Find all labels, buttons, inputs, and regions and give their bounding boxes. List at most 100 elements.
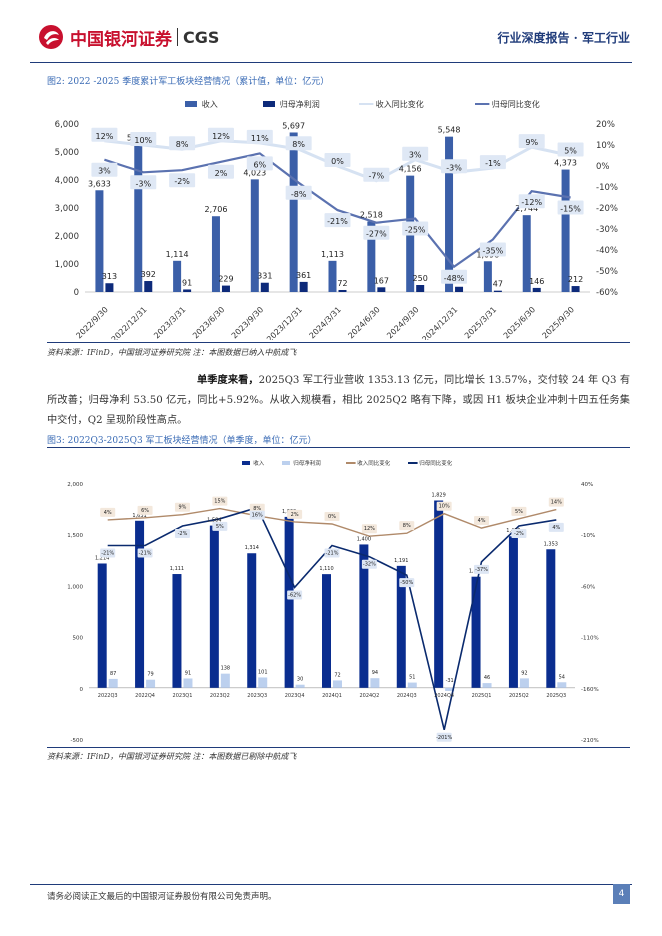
net-profit-yoy-line <box>104 152 571 269</box>
revenue-data-label: 4,156 <box>399 165 422 174</box>
x-axis-category-label: 2025Q1 <box>472 693 492 699</box>
net-profit-bar <box>407 682 417 688</box>
revenue-yoy-label: -1% <box>485 159 501 168</box>
revenue-data-label: 1,191 <box>394 558 408 564</box>
revenue-bar <box>561 169 570 292</box>
net-profit-data-label: 87 <box>110 671 116 677</box>
net-profit-bar <box>299 281 308 292</box>
y-axis-tick-label: 2,000 <box>67 482 83 488</box>
net-profit-bar <box>532 287 541 292</box>
legend-label: 归母同比变化 <box>419 459 453 467</box>
revenue-yoy-label: 8% <box>292 140 305 149</box>
x-axis-category-label: 2025Q3 <box>546 693 566 699</box>
net-profit-bar <box>108 678 118 688</box>
net-profit-data-label: 101 <box>258 669 268 675</box>
net-profit-data-label: 94 <box>372 670 378 676</box>
net-profit-yoy-label: -201% <box>436 735 452 741</box>
net-profit-bar <box>105 283 114 292</box>
net-profit-yoy-label: -2% <box>178 531 188 537</box>
figure2-title: 图2: 2022 -2025 季度累计军工板块经营情况（累计值，单位：亿元） <box>47 77 330 87</box>
net-profit-yoy-label: -2% <box>174 177 190 186</box>
brand-name-cn: 中国银河证券 <box>70 29 172 50</box>
revenue-data-label: 1,829 <box>431 493 445 499</box>
net-profit-data-label: 72 <box>334 672 340 678</box>
brand-logo: 中国银河证券 CGS <box>38 24 219 50</box>
legend-swatch <box>282 461 290 465</box>
net-profit-yoy-label-box <box>207 164 234 179</box>
net-profit-data-label: 392 <box>141 270 156 279</box>
x-axis-category-label: 2023/12/31 <box>265 305 304 340</box>
revenue-yoy-label-box <box>511 506 527 516</box>
revenue-bar <box>134 144 143 292</box>
net-profit-yoy-label: -15% <box>560 205 581 214</box>
revenue-bar <box>546 549 556 688</box>
x-axis-category-label: 2022/12/31 <box>110 305 149 340</box>
net-profit-yoy-label: -8% <box>291 190 307 199</box>
revenue-yoy-label-box <box>246 129 273 144</box>
y-axis-tick-label: 6,000 <box>55 120 79 130</box>
revenue-data-label: 4,373 <box>554 159 577 168</box>
net-profit-bar <box>258 677 268 688</box>
net-profit-yoy-label-box <box>246 156 273 171</box>
net-profit-yoy-label: -35% <box>483 247 504 256</box>
net-profit-yoy-label: -37% <box>475 567 488 573</box>
revenue-yoy-label: 9% <box>525 138 538 147</box>
net-profit-data-label: 54 <box>559 674 565 680</box>
net-profit-yoy-label-box <box>130 175 157 190</box>
y-axis-tick-label: 5,000 <box>55 148 79 158</box>
footer-divider <box>30 884 632 885</box>
revenue-data-label: 4,023 <box>243 168 266 177</box>
revenue-data-label: 3,633 <box>88 179 111 188</box>
net-profit-data-label: 250 <box>413 274 428 283</box>
net-profit-bar <box>221 285 230 292</box>
net-profit-bar <box>220 673 230 688</box>
net-profit-yoy-label: -21% <box>326 550 339 556</box>
revenue-yoy-label-box <box>399 521 415 531</box>
revenue-bar <box>522 215 531 292</box>
y-axis-tick-label: 1,500 <box>67 533 83 539</box>
revenue-yoy-label: 2% <box>291 512 299 518</box>
revenue-yoy-label-box <box>100 507 116 517</box>
revenue-data-label: 1,314 <box>245 545 259 551</box>
net-profit-data-label: 30 <box>297 677 303 683</box>
revenue-bar <box>322 574 331 688</box>
legend-label: 归母同比变化 <box>492 99 540 109</box>
net-profit-yoy-label: -25% <box>405 226 426 235</box>
revenue-yoy-label-box <box>249 503 265 513</box>
x-axis-category-label: 2025/9/30 <box>541 305 576 340</box>
revenue-yoy-label-box <box>361 524 377 534</box>
figure3-title: 图3: 2022Q3-2025Q3 军工板块经营情况（单季度，单位：亿元） <box>47 436 317 446</box>
x-axis-category-label: 2023Q3 <box>247 693 267 699</box>
report-type: 行业深度报告 · 军工行业 <box>497 31 630 45</box>
revenue-bar <box>471 576 481 688</box>
x-axis-category-label: 2023/9/30 <box>230 305 265 340</box>
legend-label: 收入同比变化 <box>357 459 391 467</box>
figure3-top-rule <box>47 447 630 448</box>
net-profit-yoy-label-box <box>324 548 340 558</box>
net-profit-bar <box>183 678 193 688</box>
net-profit-data-label: 72 <box>337 279 347 288</box>
revenue-data-label: 1,584 <box>207 518 221 524</box>
net-profit-data-label: 331 <box>257 272 272 281</box>
revenue-yoy-label: 10% <box>439 504 450 510</box>
legend-swatch <box>185 101 197 107</box>
revenue-yoy-label-box <box>441 159 468 174</box>
x-axis-category-label: 2025Q2 <box>509 693 529 699</box>
revenue-yoy-label-box <box>557 142 584 157</box>
revenue-data-label: 1,400 <box>357 536 371 542</box>
revenue-yoy-label-box <box>207 127 234 142</box>
revenue-bar <box>284 516 294 688</box>
figure2-source: 资料来源：IFinD，中国银河证券研究院 注：本图数据已纳入中航成飞 <box>47 348 297 357</box>
y2-axis-tick-label: -20% <box>596 204 618 214</box>
y2-axis-tick-label: -110% <box>581 636 599 642</box>
y2-axis-tick-label: 40% <box>581 482 593 488</box>
revenue-data-label: 5,548 <box>438 126 461 135</box>
net-profit-data-label: 46 <box>484 675 490 681</box>
net-profit-bar <box>260 282 269 292</box>
revenue-data-label: 5,697 <box>282 121 305 130</box>
y2-axis-tick-label: -60% <box>581 584 595 590</box>
x-axis-category-label: 2024/3/31 <box>308 305 343 340</box>
net-profit-yoy-label-box <box>249 510 265 520</box>
revenue-data-label: 1,631 <box>132 513 146 519</box>
revenue-data-label: 1,110 <box>319 566 333 572</box>
